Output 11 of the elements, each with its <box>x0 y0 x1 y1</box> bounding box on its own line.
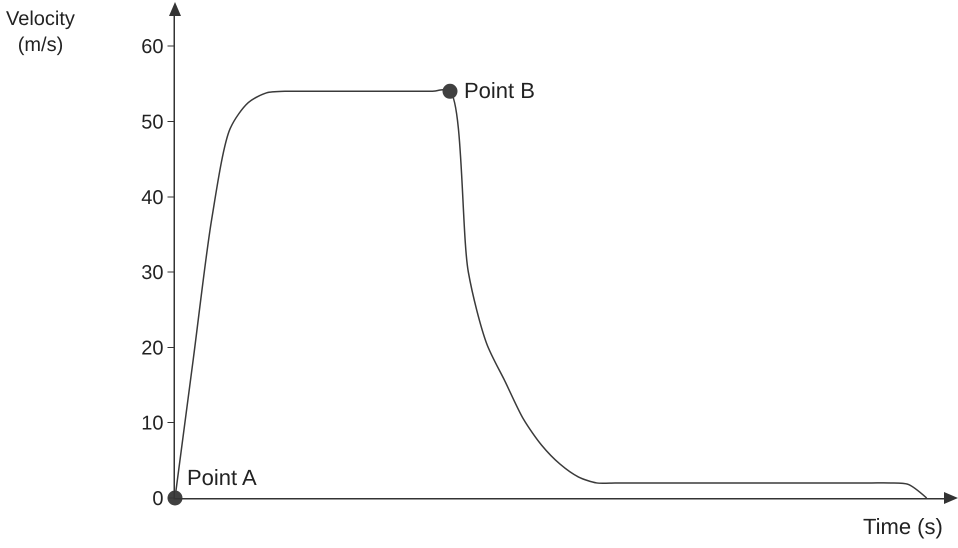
x-axis-title: Time (s) <box>863 514 943 539</box>
annotation: Point B <box>464 78 535 103</box>
y-tick-label: 30 <box>141 262 164 284</box>
y-tick-label: 40 <box>141 186 164 209</box>
y-tick-label: 60 <box>141 36 164 58</box>
y-axis-title: Velocity (m/s) <box>6 8 75 56</box>
y-tick-label: 20 <box>141 337 164 360</box>
annotation: Point A <box>187 465 258 490</box>
y-tick-label: 10 <box>141 412 164 435</box>
y-tick-label: 50 <box>141 111 164 134</box>
y-tick-label: 0 <box>152 488 164 510</box>
